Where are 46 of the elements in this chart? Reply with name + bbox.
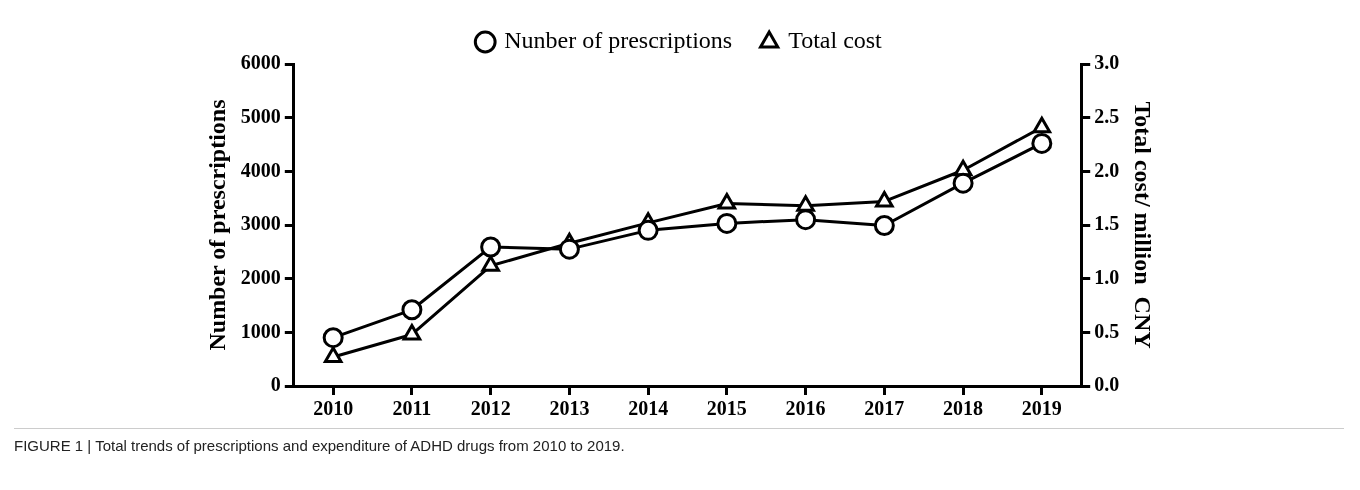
point — [558, 238, 580, 260]
point — [402, 323, 422, 341]
point — [401, 299, 423, 321]
y2-tick-label: 3.0 — [1094, 51, 1120, 74]
y2-axis-title: Total cost/ million CNY — [1130, 101, 1157, 349]
y2-tick-label: 1.0 — [1094, 265, 1120, 288]
y-tick-label: 2000 — [240, 265, 281, 288]
y-tick-label: 6000 — [240, 51, 281, 74]
y-tick-label: 0 — [270, 373, 281, 396]
x-tick-label: 2013 — [549, 397, 590, 420]
y2-tick-label: 2.5 — [1094, 104, 1120, 127]
y-tick-label: 5000 — [240, 104, 281, 127]
y-tick-label: 1000 — [240, 319, 281, 342]
y-axis-title: Number of prescriptions — [203, 99, 230, 351]
x-tick-label: 2015 — [706, 397, 747, 420]
x-tick-label: 2010 — [313, 397, 354, 420]
point — [480, 236, 502, 258]
legend-label: Total cost — [788, 27, 883, 54]
y-tick-label: 4000 — [240, 158, 281, 181]
x-tick-label: 2011 — [392, 397, 432, 420]
y2-tick-label: 0.0 — [1094, 373, 1120, 396]
point — [637, 219, 659, 241]
point — [795, 209, 817, 231]
caption: FIGURE 1 | Total trends of prescriptions and expenditure of ADHD drugs from 2010 to 2019. — [14, 428, 1344, 454]
point — [322, 327, 344, 349]
point — [873, 215, 895, 237]
point — [796, 195, 815, 212]
x-tick-label: 2019 — [1021, 397, 1062, 420]
y2-tick-label: 1.5 — [1094, 212, 1120, 235]
point — [717, 193, 737, 210]
point — [1032, 116, 1052, 134]
y2-tick-label: 0.5 — [1094, 319, 1120, 342]
y-tick-label: 3000 — [240, 212, 281, 235]
point — [716, 212, 738, 234]
x-tick-label: 2018 — [943, 397, 984, 420]
point — [875, 190, 894, 208]
point — [1031, 132, 1053, 154]
x-tick-label: 2012 — [470, 397, 511, 420]
point — [323, 346, 343, 364]
x-tick-label: 2017 — [864, 397, 905, 420]
x-tick-label: 2016 — [785, 397, 826, 420]
point — [481, 255, 500, 272]
point — [952, 172, 974, 194]
legend-label: Nunber of prescriptions — [504, 27, 733, 54]
y2-tick-label: 2.0 — [1094, 158, 1120, 181]
x-tick-label: 2014 — [628, 397, 669, 420]
